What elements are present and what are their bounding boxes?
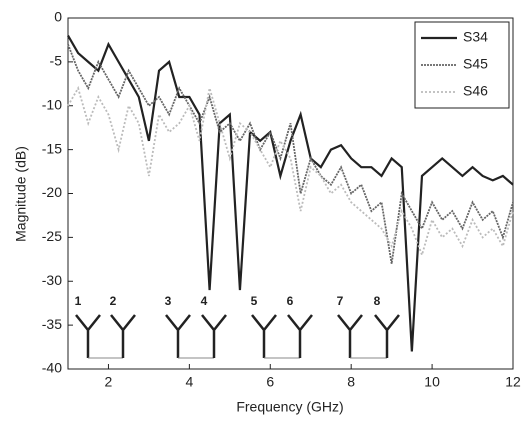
x-tick-label: 6 xyxy=(266,374,274,390)
y-tick-label: -35 xyxy=(42,316,62,332)
x-tick-label: 10 xyxy=(424,374,440,390)
antenna-icon xyxy=(374,314,400,358)
y-axis-label: Magnitude (dB) xyxy=(13,146,29,242)
legend-label: S46 xyxy=(463,83,488,99)
antenna-label: 7 xyxy=(337,294,344,308)
x-tick-label: 2 xyxy=(105,374,113,390)
antenna-icon xyxy=(287,314,313,358)
antenna-icon xyxy=(165,314,191,358)
y-tick-label: -5 xyxy=(50,53,63,69)
y-tick-label: -20 xyxy=(42,184,62,200)
x-tick-label: 8 xyxy=(347,374,355,390)
y-tick-label: -40 xyxy=(42,360,62,376)
antenna-icon xyxy=(337,314,363,358)
antenna-icon xyxy=(75,314,101,358)
legend-label: S45 xyxy=(463,56,488,72)
legend-box xyxy=(414,21,510,109)
y-tick-label: -10 xyxy=(42,96,62,112)
x-tick-label: 12 xyxy=(505,374,521,390)
series-line xyxy=(67,44,514,264)
y-tick-label: -15 xyxy=(42,140,62,156)
x-axis-label: Frequency (GHz) xyxy=(236,399,343,415)
antenna-icon xyxy=(201,314,227,358)
antenna-label: 2 xyxy=(110,294,117,308)
series-line xyxy=(67,35,514,352)
antenna-icon xyxy=(110,314,136,358)
antenna-label: 4 xyxy=(201,294,208,308)
y-tick-label: 0 xyxy=(54,9,62,25)
antenna-icon xyxy=(251,314,277,358)
antenna-label: 6 xyxy=(287,294,294,308)
antenna-label: 8 xyxy=(374,294,381,308)
antenna-label: 1 xyxy=(75,294,82,308)
y-tick-label: -30 xyxy=(42,272,62,288)
legend-label: S34 xyxy=(463,29,488,45)
antenna-label: 5 xyxy=(251,294,258,308)
x-tick-label: 4 xyxy=(185,374,193,390)
y-tick-label: -25 xyxy=(42,228,62,244)
series-line xyxy=(67,85,514,258)
antenna-label: 3 xyxy=(165,294,172,308)
